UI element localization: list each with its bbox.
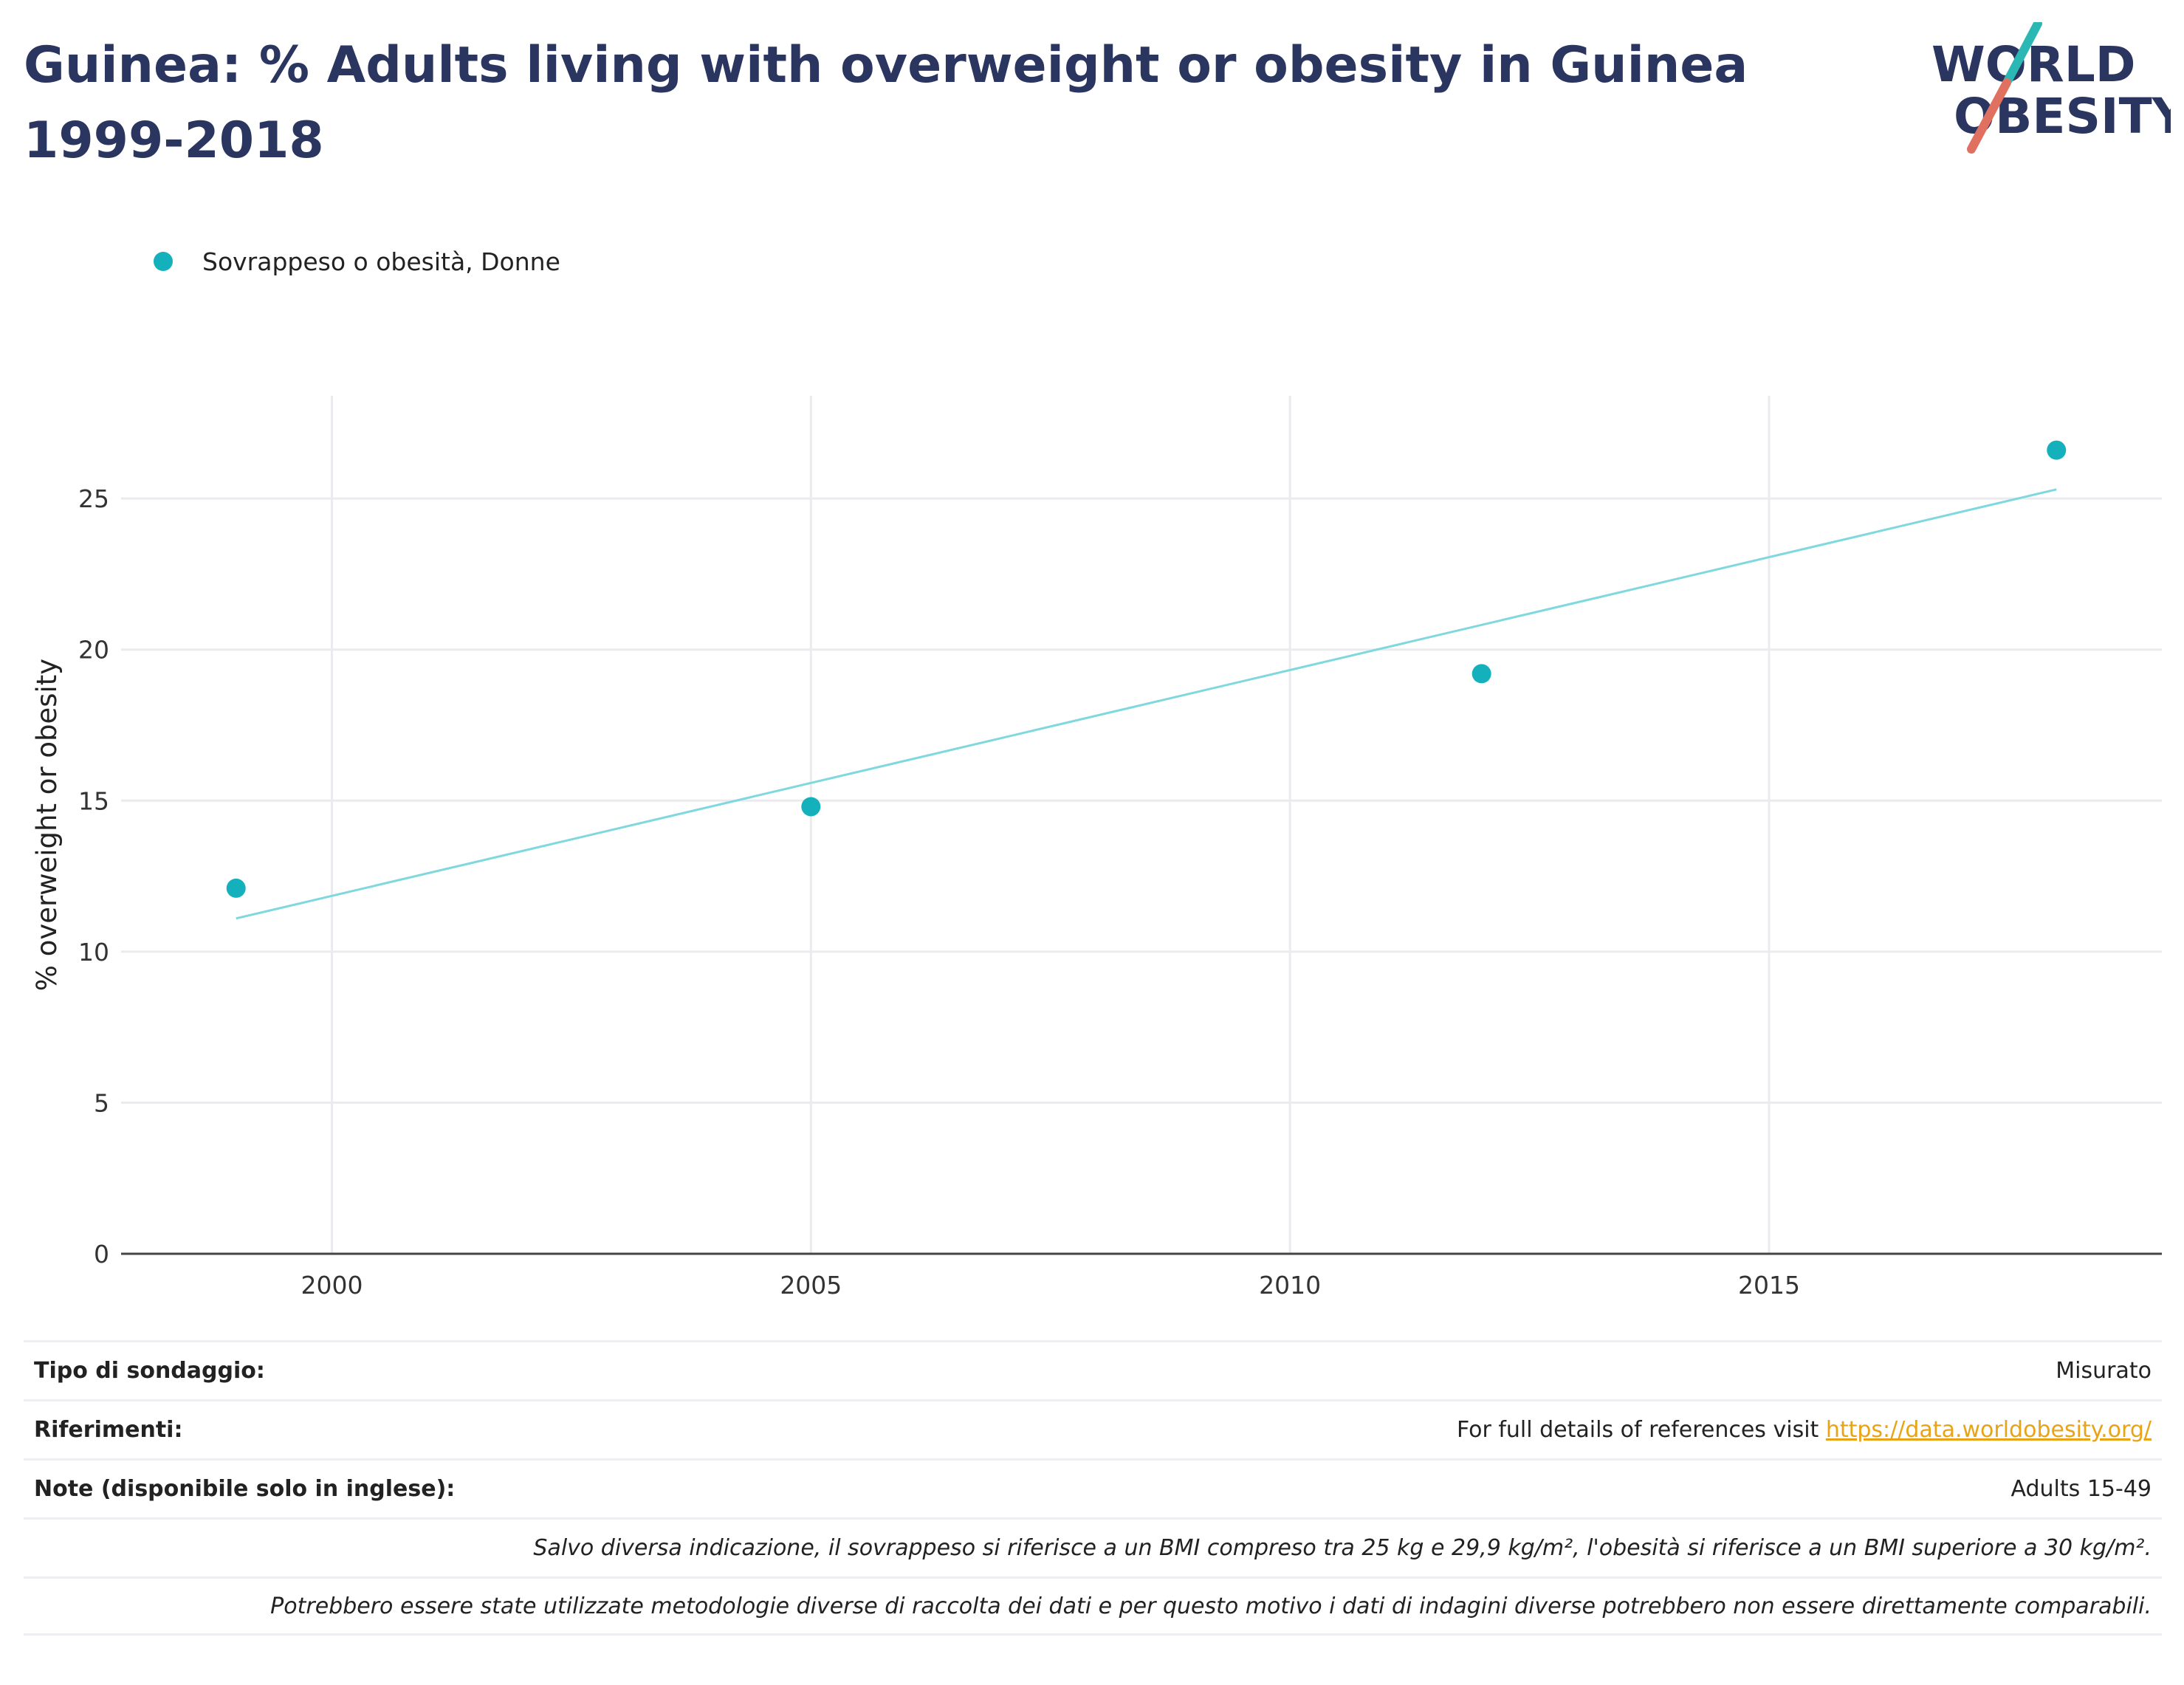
y-axis-title: % overweight or obesity [31, 659, 63, 991]
y-tick-label: 20 [78, 636, 109, 665]
logo-slash-coral [1967, 78, 2011, 154]
logo-slash-teal [2004, 22, 2042, 84]
info-row-methods-note: Potrebbero essere state utilizzate metod… [24, 1576, 2162, 1636]
data-point[interactable] [226, 878, 246, 898]
references-link[interactable]: https://data.worldobesity.org/ [1825, 1417, 2152, 1443]
legend[interactable]: Sovrappeso o obesità, Donne [154, 244, 560, 279]
notes-label: Note (disponibile solo in inglese): [34, 1476, 456, 1502]
y-tick-label: 25 [78, 484, 109, 513]
x-axis-ticks: 2000 2005 2010 2015 [301, 1271, 1799, 1300]
x-tick-label: 2000 [301, 1271, 363, 1300]
references-text: For full details of references visit [1456, 1417, 1826, 1443]
world-obesity-logo: WORLD OBESITY [1931, 22, 2171, 154]
y-tick-label: 5 [94, 1088, 109, 1117]
y-tick-label: 0 [94, 1240, 109, 1269]
x-tick-label: 2010 [1259, 1271, 1321, 1300]
methods-note: Potrebbero essere state utilizzate metod… [270, 1593, 2152, 1619]
data-point[interactable] [1472, 664, 1491, 684]
info-row-references: Riferimenti: For full details of referen… [24, 1399, 2162, 1458]
info-row-notes: Note (disponibile solo in inglese): Adul… [24, 1458, 2162, 1517]
data-point[interactable] [801, 797, 821, 817]
notes-value: Adults 15-49 [2010, 1476, 2152, 1502]
data-points [226, 440, 2067, 898]
references-value: For full details of references visit htt… [1457, 1417, 2152, 1443]
y-tick-label: 15 [78, 786, 109, 815]
grid-lines [121, 396, 2162, 1254]
survey-type-value: Misurato [2056, 1358, 2152, 1384]
x-tick-label: 2005 [780, 1271, 842, 1300]
x-tick-label: 2015 [1738, 1271, 1800, 1300]
info-row-survey-type: Tipo di sondaggio: Misurato [24, 1340, 2162, 1399]
legend-marker-icon [154, 252, 173, 271]
legend-label: Sovrappeso o obesità, Donne [202, 247, 560, 276]
info-table: Tipo di sondaggio: Misurato Riferimenti:… [24, 1340, 2162, 1636]
survey-type-label: Tipo di sondaggio: [34, 1358, 265, 1384]
trendline [236, 488, 2057, 920]
y-tick-label: 10 [78, 938, 109, 967]
y-axis-ticks: 0 5 10 15 20 25 [78, 484, 109, 1269]
chart-title: Guinea: % Adults living with overweight … [24, 36, 1748, 170]
data-point[interactable] [2047, 440, 2067, 460]
logo-line-world: WORLD [1931, 36, 2136, 93]
references-label: Riferimenti: [34, 1417, 183, 1443]
bmi-note: Salvo diversa indicazione, il sovrappeso… [533, 1535, 2152, 1561]
scatter-chart: 0 5 10 15 20 25 2000 2005 2010 2015 % overweight… [31, 396, 2162, 1300]
info-row-bmi-note: Salvo diversa indicazione, il sovrappeso… [24, 1517, 2162, 1576]
